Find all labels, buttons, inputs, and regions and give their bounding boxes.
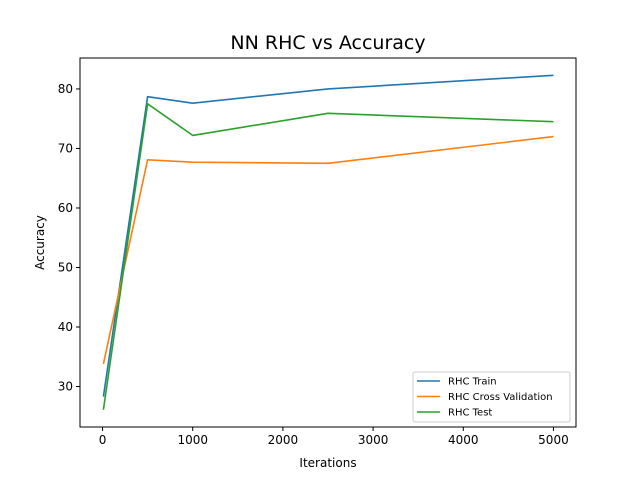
legend-label-rhc-train: RHC Train bbox=[448, 377, 497, 388]
axis-ticks: 0 1000 2000 3000 4000 5000 30 40 50 60 70 80 bbox=[58, 82, 569, 447]
legend-box bbox=[412, 371, 571, 423]
plot-area bbox=[102, 74, 554, 410]
x-tick-label: 0 bbox=[99, 433, 107, 447]
y-tick-label: 30 bbox=[58, 380, 73, 394]
x-tick-label: 5000 bbox=[538, 433, 569, 447]
series-line-rhc-train bbox=[102, 74, 554, 397]
series-line-rhc-test bbox=[102, 103, 554, 410]
x-tick-label: 2000 bbox=[268, 433, 299, 447]
series-line-rhc-cross-validation bbox=[102, 135, 554, 365]
x-tick-label: 4000 bbox=[448, 433, 479, 447]
plot-frame bbox=[79, 57, 577, 428]
y-tick-label: 60 bbox=[58, 201, 73, 215]
chart-title: NN RHC vs Accuracy bbox=[230, 32, 425, 54]
y-tick-label: 50 bbox=[58, 260, 73, 274]
legend-label-rhc-cross-validation: RHC Cross Validation bbox=[448, 392, 553, 403]
y-tick-label: 40 bbox=[58, 320, 73, 334]
y-axis-label: Accuracy bbox=[33, 215, 47, 270]
y-tick-label: 70 bbox=[58, 141, 73, 155]
x-tick-label: 1000 bbox=[177, 433, 208, 447]
x-tick-label: 3000 bbox=[358, 433, 389, 447]
legend-label-rhc-test: RHC Test bbox=[448, 408, 492, 419]
legend: RHC Train RHC Cross Validation RHC Test bbox=[412, 371, 571, 423]
x-axis-label: Iterations bbox=[299, 456, 356, 470]
y-tick-label: 80 bbox=[58, 82, 73, 96]
